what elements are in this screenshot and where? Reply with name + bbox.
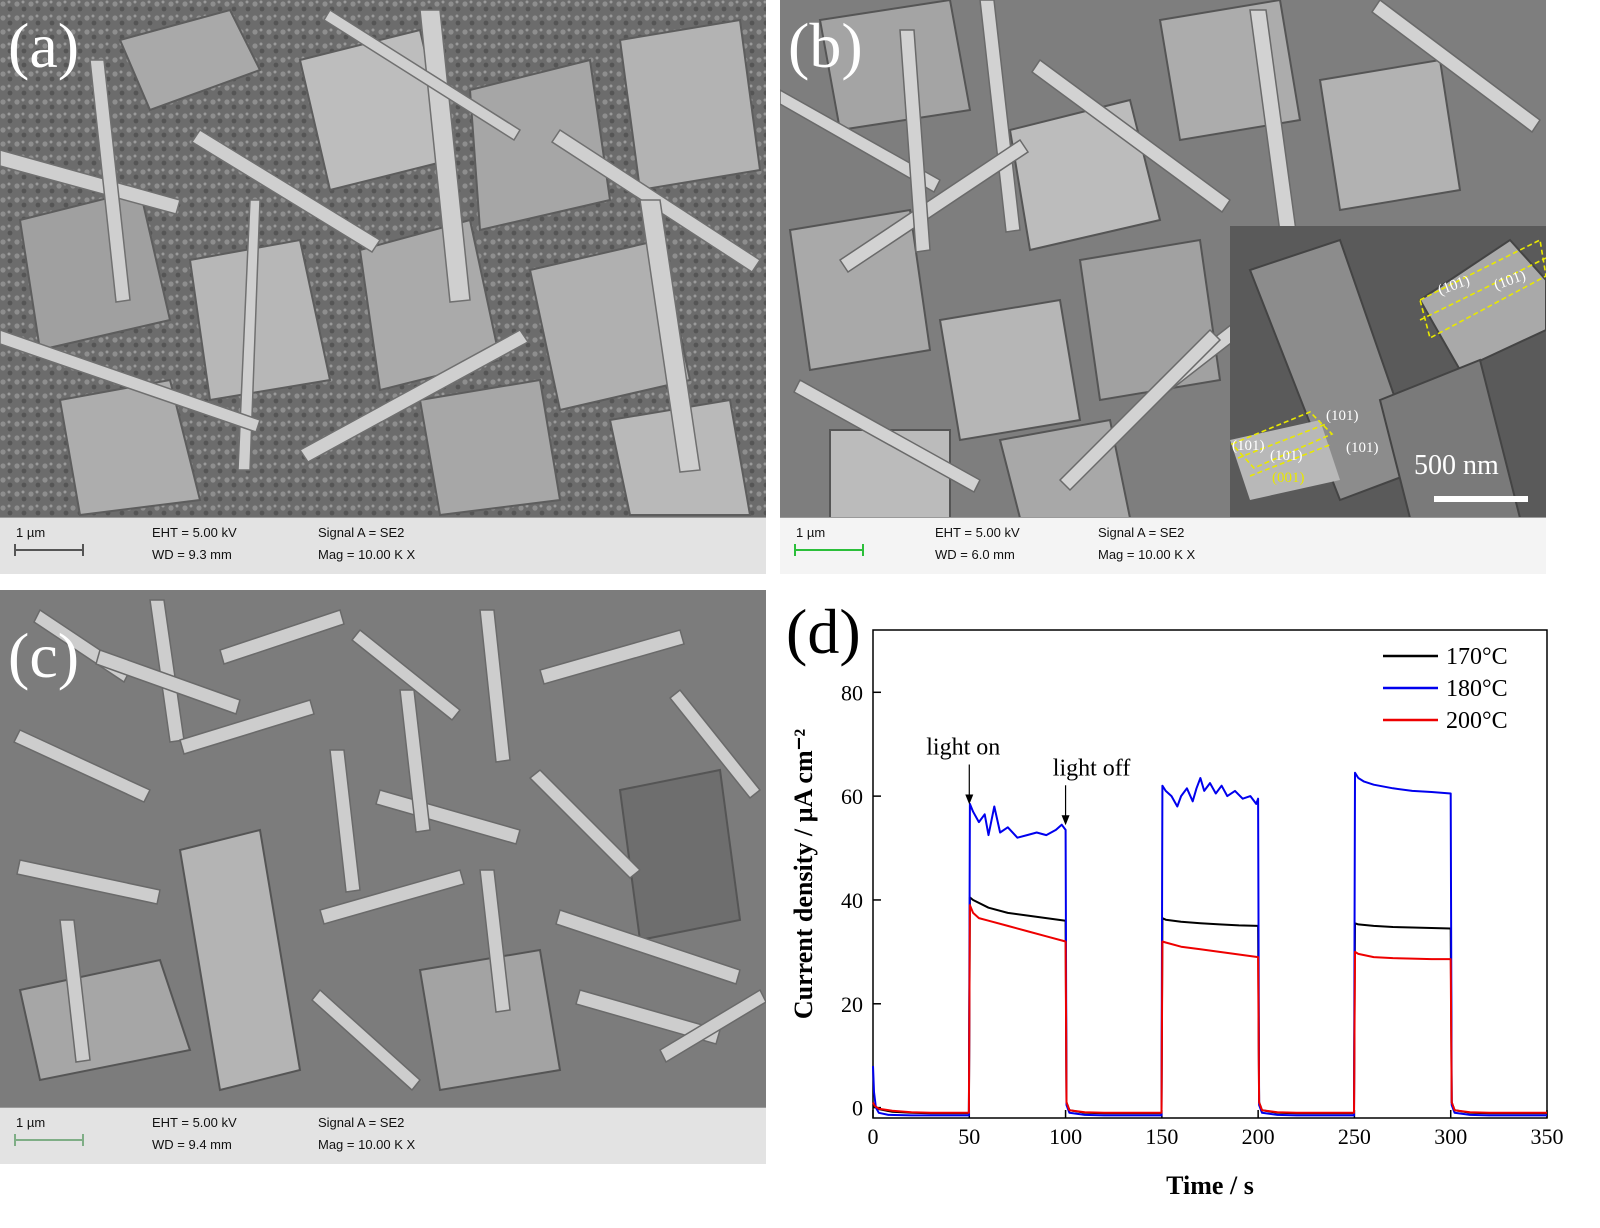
annotation-label-1: light off xyxy=(1053,755,1131,781)
scale-label-a: 1 µm xyxy=(16,525,46,540)
inset-scale-label-b: 500 nm xyxy=(1414,450,1499,481)
inset-scale-bar-b xyxy=(1434,496,1528,502)
wd-label-c: WD = 9.4 mm xyxy=(152,1137,232,1152)
sem-info-bar-b: 1 µm EHT = 5.00 kV WD = 6.0 mm Signal A … xyxy=(780,517,1546,574)
sem-micrograph-a xyxy=(0,0,766,518)
facet-label-6: (101) xyxy=(1346,440,1379,456)
sem-panel-a: 1 µm EHT = 5.00 kV WD = 9.3 mm Signal A … xyxy=(0,0,766,574)
x-tick-label-300: 300 xyxy=(1434,1124,1467,1149)
mag-label-b: Mag = 10.00 K X xyxy=(1098,547,1196,562)
sem-info-bar-a: 1 µm EHT = 5.00 kV WD = 9.3 mm Signal A … xyxy=(0,517,766,574)
facet-label-5: (101) xyxy=(1270,448,1303,464)
x-tick-label-250: 250 xyxy=(1338,1124,1371,1149)
legend-label-0: 170°C xyxy=(1446,644,1508,670)
signal-label-b: Signal A = SE2 xyxy=(1098,525,1185,540)
panel-label-c: (c) xyxy=(8,620,80,691)
legend-label-2: 200°C xyxy=(1446,708,1508,734)
scale-label-b: 1 µm xyxy=(796,525,826,540)
annotation-arrowhead-1 xyxy=(1061,815,1070,826)
x-tick-label-150: 150 xyxy=(1145,1124,1178,1149)
x-axis-label: Time / s xyxy=(1166,1171,1254,1200)
sem-panel-b: (101) (101) (101) (101) (101) (101) (001… xyxy=(780,0,1546,574)
scale-bar-c xyxy=(14,1134,84,1146)
eht-label-c: EHT = 5.00 kV xyxy=(152,1115,237,1130)
facet-label-3: (101) xyxy=(1326,408,1359,424)
plot-frame xyxy=(872,629,1548,1119)
scale-bar-a xyxy=(14,544,84,556)
panel-label-a: (a) xyxy=(8,10,80,81)
y-tick-label-20: 20 xyxy=(841,992,863,1017)
wd-label-b: WD = 6.0 mm xyxy=(935,547,1015,562)
series-line-180c xyxy=(872,771,1547,1117)
wd-label-a: WD = 9.3 mm xyxy=(152,547,232,562)
y-tick-label-60: 60 xyxy=(841,784,863,809)
y-tick-label-80: 80 xyxy=(841,680,863,705)
eht-label-b: EHT = 5.00 kV xyxy=(935,525,1020,540)
scale-bar-b xyxy=(794,544,864,556)
series-line-170c xyxy=(872,896,1547,1115)
sem-panel-c: 1 µm EHT = 5.00 kV WD = 9.4 mm Signal A … xyxy=(0,590,766,1164)
chart-panel-d: (d) 0 50 100 150 200 250 300 350 0 20 40 60 80 ligh… xyxy=(780,590,1600,1228)
signal-label-c: Signal A = SE2 xyxy=(318,1115,405,1130)
y-axis-label: Current density / µA cm⁻² xyxy=(789,729,818,1019)
mag-label-a: Mag = 10.00 K X xyxy=(318,547,416,562)
x-tick-label-50: 50 xyxy=(958,1124,980,1149)
annotation-label-0: light on xyxy=(926,735,1000,761)
legend-label-1: 180°C xyxy=(1446,676,1508,702)
panel-label-b: (b) xyxy=(788,10,863,81)
signal-label-a: Signal A = SE2 xyxy=(318,525,405,540)
facet-label-4: (101) xyxy=(1232,438,1265,454)
sem-info-bar-c: 1 µm EHT = 5.00 kV WD = 9.4 mm Signal A … xyxy=(0,1107,766,1164)
x-tick-label-0: 0 xyxy=(868,1124,879,1149)
x-tick-label-100: 100 xyxy=(1049,1124,1082,1149)
sem-micrograph-b: (101) (101) (101) (101) (101) (101) (001… xyxy=(780,0,1546,518)
eht-label-a: EHT = 5.00 kV xyxy=(152,525,237,540)
sem-micrograph-c xyxy=(0,590,766,1108)
sem-inset-b xyxy=(1230,226,1546,518)
annotation-arrowhead-0 xyxy=(965,794,974,805)
panel-label-d: (d) xyxy=(786,596,861,667)
x-tick-label-200: 200 xyxy=(1242,1124,1275,1149)
mag-label-c: Mag = 10.00 K X xyxy=(318,1137,416,1152)
y-tick-label-40: 40 xyxy=(841,888,863,913)
x-tick-label-350: 350 xyxy=(1531,1124,1564,1149)
facet-label-7: (001) xyxy=(1272,470,1305,486)
y-tick-label-0: 0 xyxy=(852,1096,863,1121)
photocurrent-chart: 0 50 100 150 200 250 300 350 0 20 40 60 80 light on… xyxy=(789,629,1564,1200)
scale-label-c: 1 µm xyxy=(16,1115,46,1130)
series-line-200c xyxy=(872,904,1547,1114)
